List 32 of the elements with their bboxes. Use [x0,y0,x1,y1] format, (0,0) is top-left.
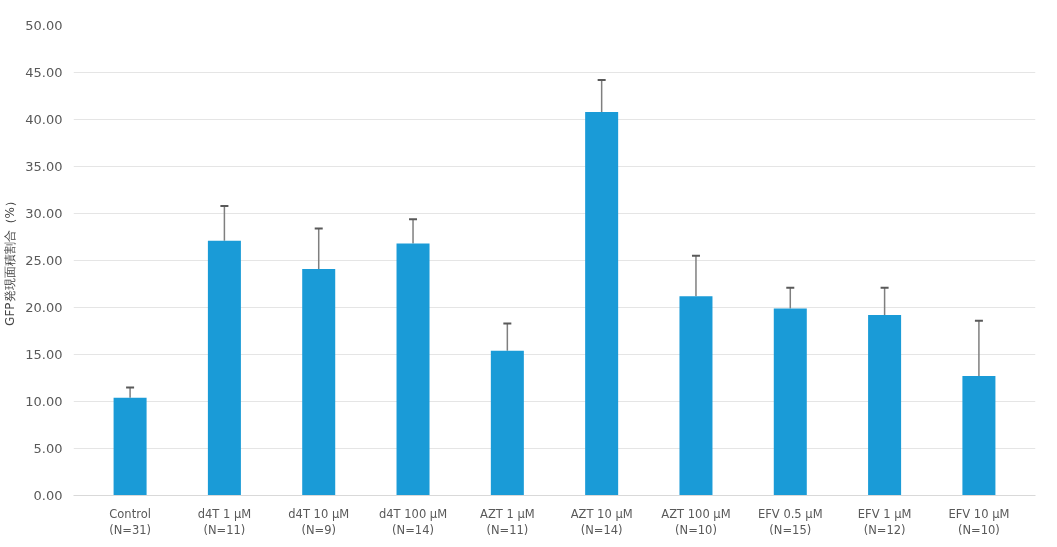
bar [773,308,807,496]
y-tick-label: 45.00 [25,65,63,80]
bar [679,296,713,496]
x-tick-label: AZT 1 μM (N=11) [480,506,535,538]
y-tick-label: 5.00 [33,441,63,456]
bar [207,240,241,496]
bar [868,315,902,496]
x-tick-label: d4T 100 μM (N=14) [378,506,448,538]
x-tick-label: d4T 1 μM (N=11) [197,506,252,538]
bar [585,111,619,496]
y-tick-label: 0.00 [33,488,63,503]
bar [113,397,147,496]
x-tick-label: Control (N=31) [109,506,152,538]
x-tick-label: EFV 10 μM (N=10) [948,506,1010,538]
x-tick-label: EFV 1 μM (N=12) [857,506,912,538]
y-tick-label: 30.00 [25,206,63,221]
bar [302,268,336,496]
y-tick-label: 35.00 [25,159,63,174]
y-tick-label: 50.00 [25,18,63,33]
y-tick-label: 25.00 [25,253,63,268]
x-tick-label: d4T 10 μM (N=9) [288,506,350,538]
bar [490,350,524,496]
bar [396,243,430,496]
y-tick-label: 40.00 [25,112,63,127]
y-tick-label: 10.00 [25,394,63,409]
bar [962,376,996,496]
y-axis-title: GFP発現面積割合（%） [3,195,18,326]
y-tick-label: 20.00 [25,300,63,315]
x-tick-label: AZT 100 μM (N=10) [661,506,731,538]
x-tick-label: AZT 10 μM (N=14) [570,506,633,538]
x-tick-label: EFV 0.5 μM (N=15) [757,506,823,538]
y-tick-label: 15.00 [25,347,63,362]
